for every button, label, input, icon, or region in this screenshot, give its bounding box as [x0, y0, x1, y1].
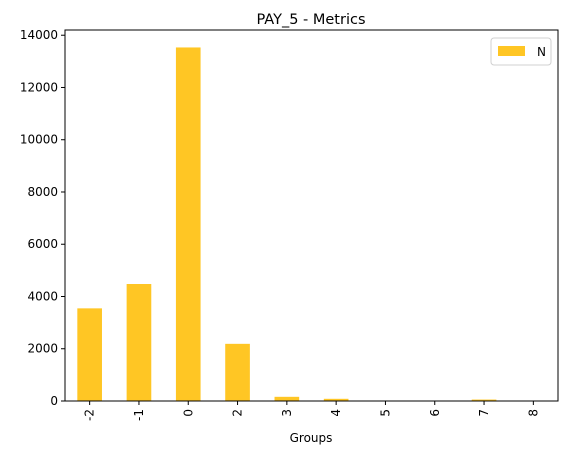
x-tick-label: 5 [378, 409, 392, 417]
x-tick-label: 6 [428, 409, 442, 417]
x-tick-label: 4 [329, 409, 343, 417]
x-tick-label: 2 [231, 409, 245, 417]
x-tick-label: -2 [83, 409, 97, 421]
y-tick-label: 10000 [20, 133, 58, 147]
legend-label: N [537, 45, 546, 59]
bar-4 [323, 398, 349, 401]
y-tick-label: 12000 [20, 80, 58, 94]
plot-frame [64, 29, 559, 402]
legend-swatch [498, 46, 525, 56]
x-axis-ticks: -2 -1 0 2 3 4 5 6 7 8 [83, 401, 540, 421]
y-tick-label: 6000 [27, 237, 58, 251]
legend: N [490, 37, 552, 66]
bar-7 [471, 399, 497, 401]
x-tick-label: 8 [526, 409, 540, 417]
bars-group [77, 47, 546, 402]
x-tick-label: 3 [280, 409, 294, 417]
bar-2 [225, 343, 250, 401]
chart-title: PAY_5 - Metrics [256, 12, 365, 28]
y-tick-label: 8000 [27, 185, 58, 199]
bar--1 [126, 284, 152, 401]
y-tick-label: 4000 [27, 289, 58, 303]
y-axis-ticks: 0 2000 4000 6000 8000 10000 12000 14000 [20, 28, 65, 408]
bar-0 [175, 47, 201, 402]
y-tick-label: 2000 [27, 342, 58, 356]
x-tick-label: 0 [181, 409, 195, 417]
x-tick-label: -1 [132, 409, 146, 421]
x-tick-label: 7 [477, 409, 491, 417]
y-tick-label: 14000 [20, 28, 58, 42]
bar-3 [274, 396, 300, 401]
bar--2 [77, 308, 102, 401]
x-axis-label: Groups [290, 431, 333, 445]
y-tick-label: 0 [50, 394, 58, 408]
